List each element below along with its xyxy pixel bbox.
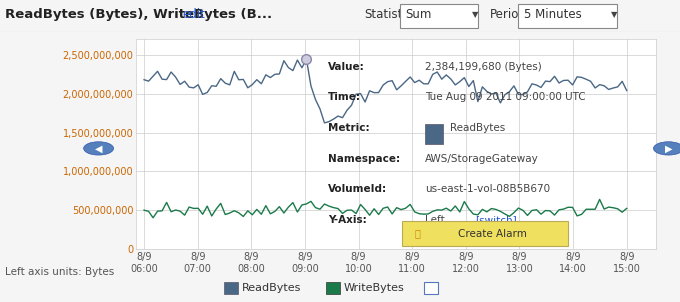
- Text: Metric:: Metric:: [328, 123, 370, 133]
- Text: Left: Left: [425, 215, 445, 225]
- Text: Create Alarm: Create Alarm: [458, 229, 527, 239]
- Text: i: i: [430, 283, 433, 294]
- Text: ▼: ▼: [472, 10, 479, 19]
- FancyBboxPatch shape: [400, 4, 478, 28]
- FancyBboxPatch shape: [401, 221, 568, 246]
- Text: AWS/StorageGateway: AWS/StorageGateway: [425, 154, 539, 164]
- Text: 5 Minutes: 5 Minutes: [524, 8, 581, 21]
- Text: ReadBytes: ReadBytes: [450, 123, 505, 133]
- Text: Statistic:: Statistic:: [364, 8, 416, 21]
- Text: 2,384,199,680 (Bytes): 2,384,199,680 (Bytes): [425, 62, 541, 72]
- Text: edit: edit: [182, 8, 205, 21]
- Text: Time:: Time:: [328, 92, 361, 102]
- Text: Namespace:: Namespace:: [328, 154, 401, 164]
- Text: ◀: ◀: [95, 143, 103, 153]
- Text: ReadBytes (Bytes), WriteBytes (B...: ReadBytes (Bytes), WriteBytes (B...: [5, 8, 273, 21]
- Text: VolumeId:: VolumeId:: [328, 184, 388, 194]
- Text: ReadBytes: ReadBytes: [241, 283, 301, 294]
- Text: [switch]: [switch]: [475, 215, 517, 225]
- Text: Sum: Sum: [405, 8, 432, 21]
- Text: Left axis units: Bytes: Left axis units: Bytes: [5, 267, 115, 277]
- Text: ▼: ▼: [611, 10, 617, 19]
- Text: WriteBytes: WriteBytes: [344, 283, 405, 294]
- Text: Y-Axis:: Y-Axis:: [328, 215, 367, 225]
- Text: Period:: Period:: [490, 8, 530, 21]
- Text: us-east-1-vol-08B5B670: us-east-1-vol-08B5B670: [425, 184, 550, 194]
- Text: Value:: Value:: [328, 62, 365, 72]
- FancyBboxPatch shape: [518, 4, 617, 28]
- Bar: [425, 124, 443, 144]
- Text: 🔔: 🔔: [415, 229, 421, 239]
- Text: Tue Aug 09 2011 09:00:00 UTC: Tue Aug 09 2011 09:00:00 UTC: [425, 92, 585, 102]
- Text: ▶: ▶: [664, 143, 673, 153]
